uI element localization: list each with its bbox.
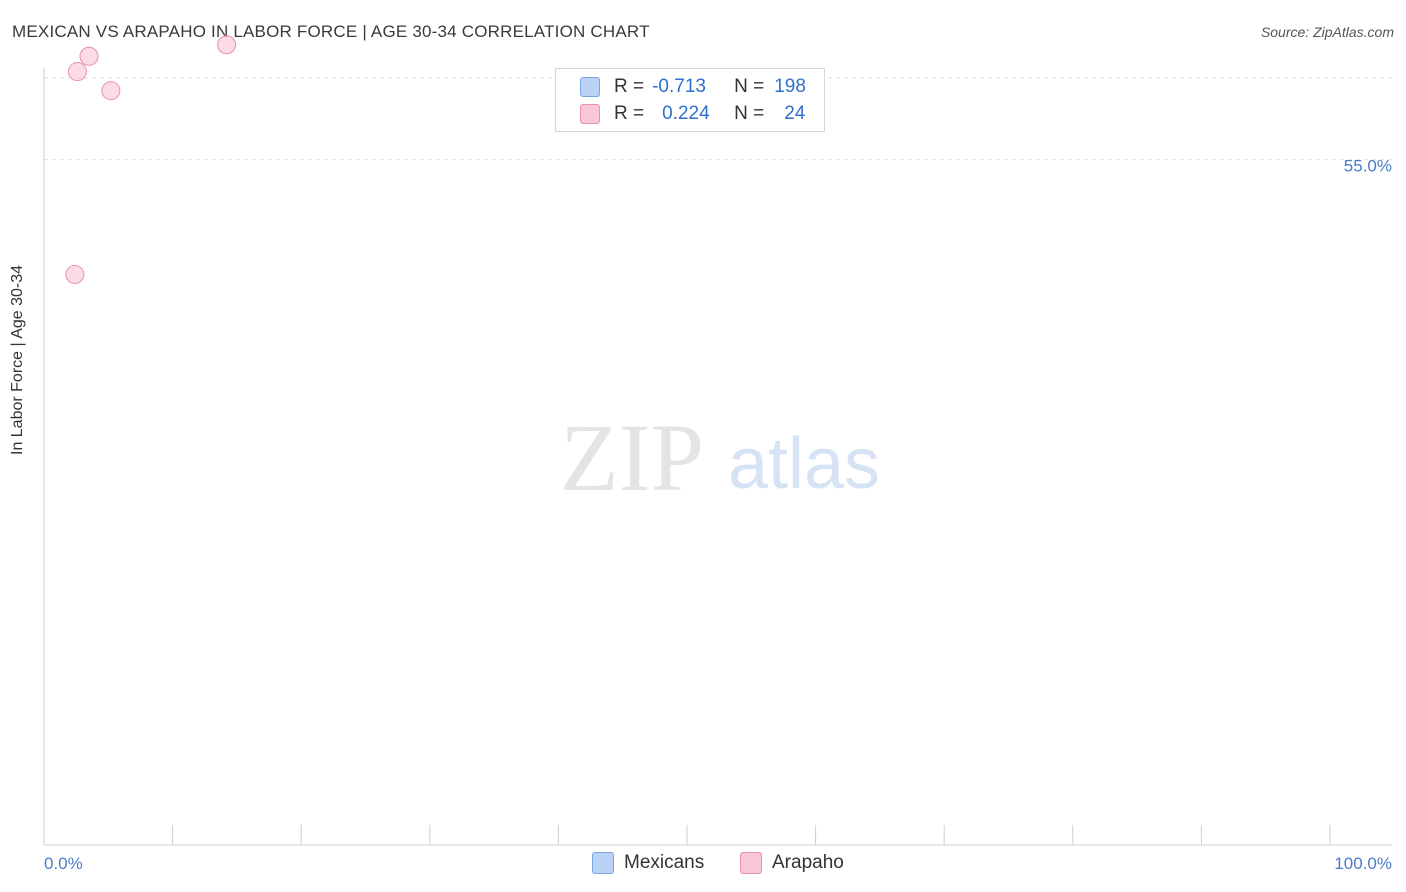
bottom-swatch-pink xyxy=(740,852,762,874)
legend-row-mexicans: R = -0.713 N = 198 xyxy=(580,76,806,98)
legend-r-label: R = xyxy=(614,76,645,97)
legend-r-value: 0.224 xyxy=(662,103,710,124)
bottom-swatch-blue xyxy=(592,852,614,874)
watermark-atlas: atlas xyxy=(728,424,880,504)
arapaho-point xyxy=(101,81,121,101)
bottom-legend-label: Arapaho xyxy=(772,852,844,873)
legend-n-value: 198 xyxy=(774,76,806,97)
y-tick-labels: 55.0%70.0%85.0%100.0% xyxy=(1344,157,1392,176)
y-axis-label: In Labor Force | Age 30-34 xyxy=(9,264,26,455)
correlation-legend: R = -0.713 N = 198 R = 0.224 N = 24 xyxy=(555,68,825,132)
arapaho-point xyxy=(217,35,237,55)
arapaho-point xyxy=(79,46,99,66)
legend-swatch-blue xyxy=(580,77,600,97)
y-tick-label: 55.0% xyxy=(1344,157,1392,176)
bottom-legend-label: Mexicans xyxy=(624,852,705,873)
x-tick-label: 0.0% xyxy=(44,854,83,873)
bottom-legend-arapaho: Arapaho xyxy=(740,852,844,874)
legend-r-label: R = xyxy=(614,103,645,124)
legend-swatch-pink xyxy=(580,104,600,124)
x-tick-label: 100.0% xyxy=(1334,854,1392,873)
arapaho-point xyxy=(67,62,87,82)
legend-n-label: N = xyxy=(734,76,765,97)
legend-r-value: -0.713 xyxy=(652,76,706,97)
source-label: Source: ZipAtlas.com xyxy=(1260,24,1394,40)
arapaho-points xyxy=(65,35,237,284)
legend-n-label: N = xyxy=(734,103,765,124)
legend-row-arapaho: R = 0.224 N = 24 xyxy=(580,103,805,125)
watermark-zip: ZIP xyxy=(560,404,704,511)
bottom-legend-mexicans: Mexicans xyxy=(592,852,704,874)
legend-n-value: 24 xyxy=(784,103,806,124)
arapaho-point xyxy=(65,264,85,284)
watermark: ZIP atlas xyxy=(560,404,880,511)
x-tick-labels: 0.0% 100.0% xyxy=(44,854,1392,873)
axes xyxy=(43,68,1392,846)
chart-title: MEXICAN VS ARAPAHO IN LABOR FORCE | AGE … xyxy=(12,22,650,41)
